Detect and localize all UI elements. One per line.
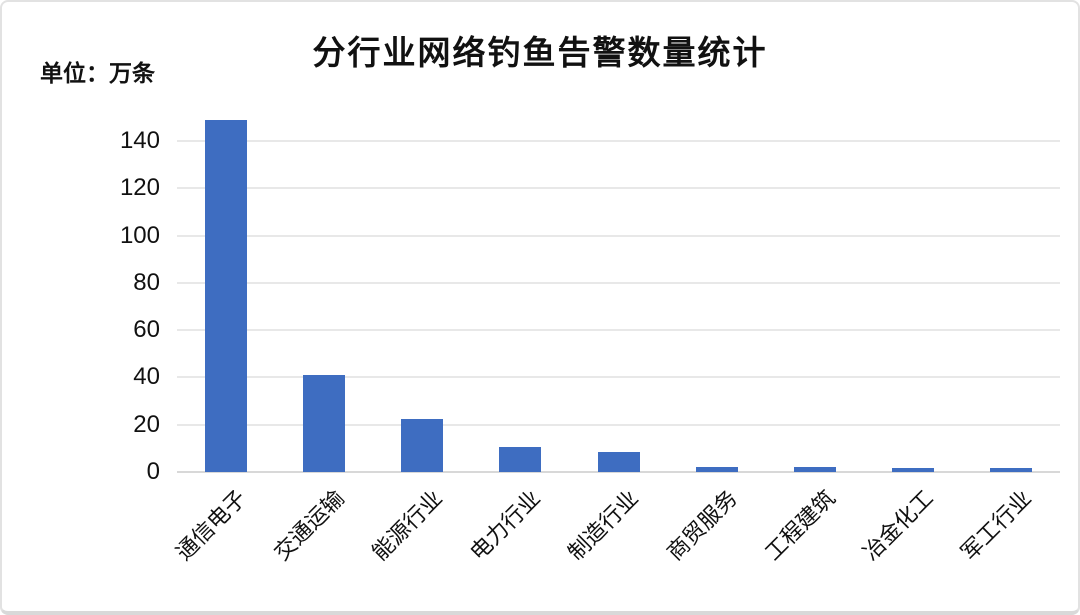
x-category-label: 冶金化工: [857, 485, 938, 566]
bar-通信电子: [205, 119, 248, 472]
bar-交通运输: [303, 375, 346, 472]
y-tick-label: 20: [133, 410, 160, 438]
grid-line: [177, 234, 1060, 237]
y-tick-label: 40: [133, 363, 160, 391]
bar-电力行业: [499, 447, 542, 472]
grid-line: [177, 376, 1060, 379]
x-category-label: 商贸服务: [661, 485, 742, 566]
grid-line: [177, 329, 1060, 332]
bar-能源行业: [401, 418, 444, 472]
bar-工程建筑: [793, 467, 836, 472]
x-category-label: 电力行业: [465, 485, 546, 566]
chart-title: 分行业网络钓鱼告警数量统计: [312, 34, 768, 71]
grid-line: [177, 281, 1060, 284]
bar-军工行业: [989, 468, 1032, 472]
unit-label: 单位：万条: [40, 60, 155, 86]
y-tick-label: 80: [133, 268, 160, 296]
x-category-label: 制造行业: [563, 485, 644, 566]
y-tick-label: 140: [119, 127, 160, 155]
x-category-label: 能源行业: [367, 485, 448, 566]
x-category-label: 工程建筑: [759, 485, 840, 566]
x-axis-baseline: [177, 471, 1060, 473]
y-tick-label: 60: [133, 316, 160, 344]
bar-冶金化工: [891, 468, 934, 472]
x-category-label: 军工行业: [955, 485, 1036, 566]
y-tick-label: 100: [119, 221, 160, 249]
y-tick-label: 120: [119, 174, 160, 202]
grid-line: [177, 423, 1060, 426]
x-category-label: 交通运输: [269, 485, 350, 566]
bar-制造行业: [597, 451, 640, 472]
bar-商贸服务: [695, 467, 738, 472]
y-tick-label: 0: [146, 458, 160, 485]
x-category-label: 通信电子: [171, 485, 252, 566]
grid-line: [177, 140, 1060, 143]
grid-line: [177, 187, 1060, 190]
bar-chart-plot-area: 0 20 40 60 80 100 120 140 通信电子 交通运输 能源行业 电力行业 制造行业 商贸…: [120, 102, 1060, 565]
